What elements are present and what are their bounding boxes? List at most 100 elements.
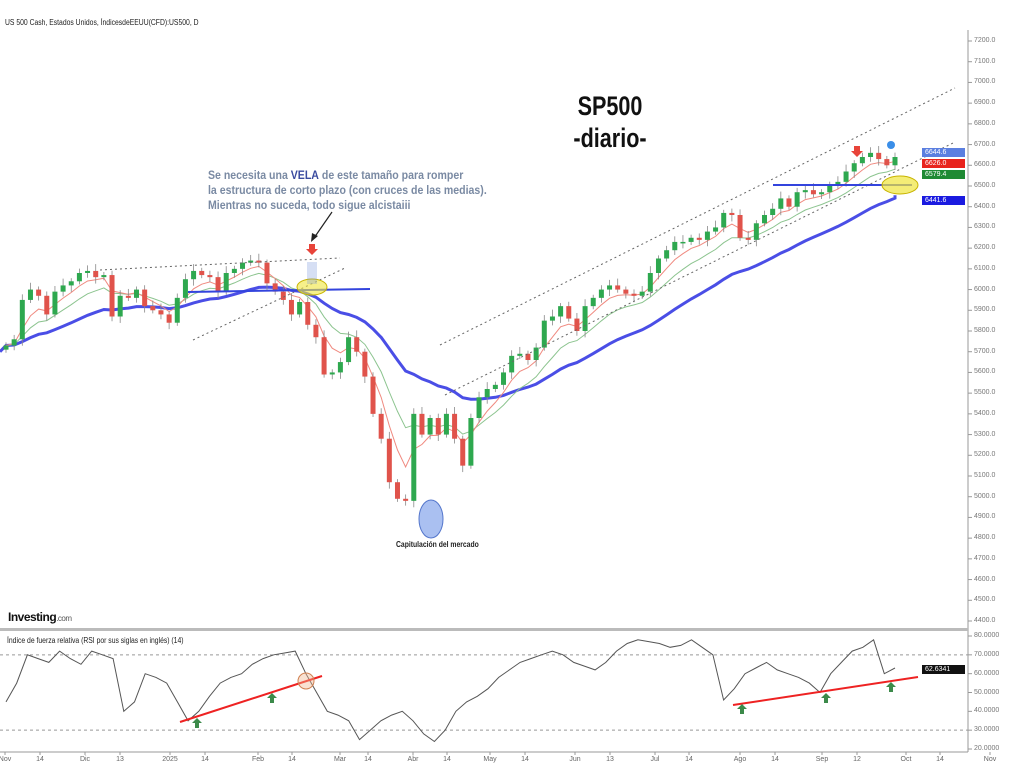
time-tick-label: 14 [521,756,529,763]
rsi-tick-label: 70.0000 [974,650,1000,658]
logo-name: Investing [8,610,57,624]
note-arrow [313,211,333,239]
time-tick-label: 14 [685,756,693,763]
candle-body [125,295,131,298]
candle-body [199,270,205,276]
candle-body [329,372,335,375]
time-tick-label: 13 [116,756,124,763]
candle-body [558,306,564,317]
note-text: Se necesita una [208,168,291,182]
price-tick-label: 5200.0 [974,451,996,459]
target-ellipse [881,175,919,195]
candle-body [868,152,874,157]
candle-body [566,306,572,319]
candle-body [631,293,637,296]
price-tick-label: 6000.0 [974,285,996,293]
candle-body [256,260,262,263]
candle-body [133,289,139,298]
rsi-up-arrow-icon [737,704,747,714]
candle-body [3,345,9,350]
candle-body [158,310,164,315]
price-tick-label: 5000.0 [974,492,996,500]
price-label: 6579.4 [922,170,965,179]
price-tick-label: 6900.0 [974,99,996,107]
candle-body [313,324,319,338]
candle-body [354,337,360,352]
candle-body [541,320,547,348]
candle-body [11,339,17,346]
candle-body [745,237,751,240]
candle-body [378,413,384,439]
candle-body [598,289,604,298]
candle-body [476,397,482,418]
price-tick-label: 6500.0 [974,182,996,189]
candle-body [892,157,898,166]
time-tick-label: 14 [288,756,296,763]
time-tick-label: May [483,756,497,763]
rsi-up-arrow-icon [821,693,831,703]
candle-body [672,241,678,251]
rsi-tick-label: 40.0000 [974,707,1000,715]
candle-body [68,281,74,286]
candle-body [215,277,221,292]
candle-body [533,347,539,360]
annotation-note-line3: Mientras no suceda, todo sigue alcistaii… [208,198,411,212]
candle-body [117,295,123,317]
time-tick-label: Feb [251,756,265,763]
candle-body [272,283,278,292]
price-label: 6644.6 [922,148,965,157]
candle-body [802,190,808,193]
candle-body [207,275,213,278]
candle-body [786,198,792,207]
candle-body [76,273,82,282]
candle-body [174,297,180,323]
candle-body [60,285,66,292]
price-tick-label: 4900.0 [974,513,996,521]
price-tick-label: 5400.0 [974,409,996,417]
candle-body [696,237,702,240]
candle-body [680,241,686,244]
time-tick-label: 14 [36,756,44,763]
moving-average-25 [0,195,897,401]
candle-body [623,289,629,294]
pane-divider [0,628,968,631]
candle-body [704,231,710,240]
highlight-ellipse [296,278,328,296]
big-candle-highlight [307,262,317,284]
price-tick-label: 4400.0 [974,617,996,624]
note-highlight: VELA [290,168,319,182]
time-tick-label: 14 [201,756,209,763]
candle-body [484,389,490,398]
arrow-head-icon [311,233,318,242]
rsi-tick-label: 20.0000 [974,745,1000,752]
logo-suffix: .com [56,614,72,623]
price-tick-label: 4500.0 [974,596,996,604]
note-text: de este tamaño para romper [318,168,464,182]
time-tick-label: Nov [983,756,997,763]
candle-body [819,192,825,195]
support-line-early [187,288,371,293]
price-tick-label: 7200.0 [974,37,996,44]
candle-body [859,157,865,164]
price-tick-label: 4600.0 [974,575,996,583]
price-label: 6626.0 [922,159,965,168]
time-tick-label: Sep [815,756,829,763]
candle-body [688,237,694,242]
rsi-line [5,638,896,743]
candle-body [525,353,531,360]
candle-body [280,291,286,300]
price-tick-label: 6200.0 [974,244,996,252]
price-tick-label: 4700.0 [974,554,996,562]
price-tick-label: 7000.0 [974,78,996,86]
candle-body [297,302,303,315]
price-tick-label: 6300.0 [974,223,996,231]
time-tick-label: Dic [79,756,91,763]
candle-body [794,192,800,207]
candle-body [248,260,254,263]
candle-body [778,198,784,209]
price-tick-label: 5800.0 [974,327,996,334]
event-marker-icon [887,141,895,149]
price-tick-label: 5500.0 [974,389,996,397]
